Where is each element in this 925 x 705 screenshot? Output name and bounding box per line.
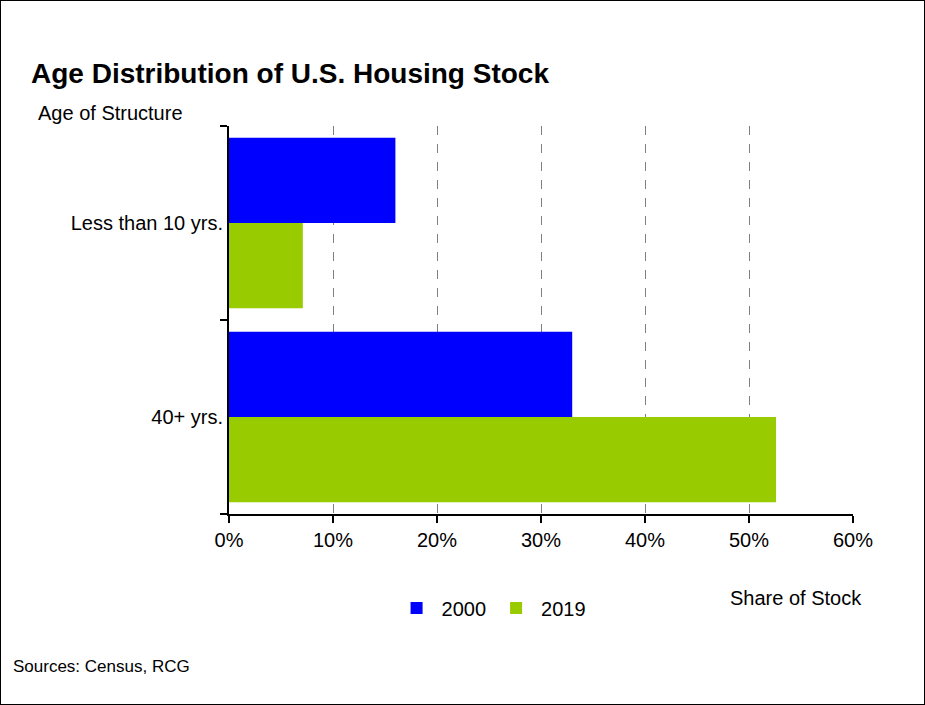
svg-text:2019: 2019 [541, 598, 586, 620]
svg-text:20%: 20% [417, 529, 457, 551]
svg-text:2000: 2000 [442, 598, 487, 620]
svg-text:Share of Stock: Share of Stock [730, 587, 862, 609]
svg-text:Age Distribution of U.S. Housi: Age Distribution of U.S. Housing Stock [31, 58, 549, 89]
svg-text:Sources: Census, RCG: Sources: Census, RCG [13, 657, 190, 676]
svg-text:0%: 0% [215, 529, 244, 551]
svg-text:40+ yrs.: 40+ yrs. [151, 406, 223, 428]
svg-text:10%: 10% [313, 529, 353, 551]
svg-text:50%: 50% [729, 529, 769, 551]
svg-text:60%: 60% [833, 529, 873, 551]
svg-text:40%: 40% [625, 529, 665, 551]
svg-text:Age of Structure: Age of Structure [38, 102, 183, 124]
svg-text:30%: 30% [521, 529, 561, 551]
svg-text:Less than 10 yrs.: Less than 10 yrs. [71, 212, 223, 234]
